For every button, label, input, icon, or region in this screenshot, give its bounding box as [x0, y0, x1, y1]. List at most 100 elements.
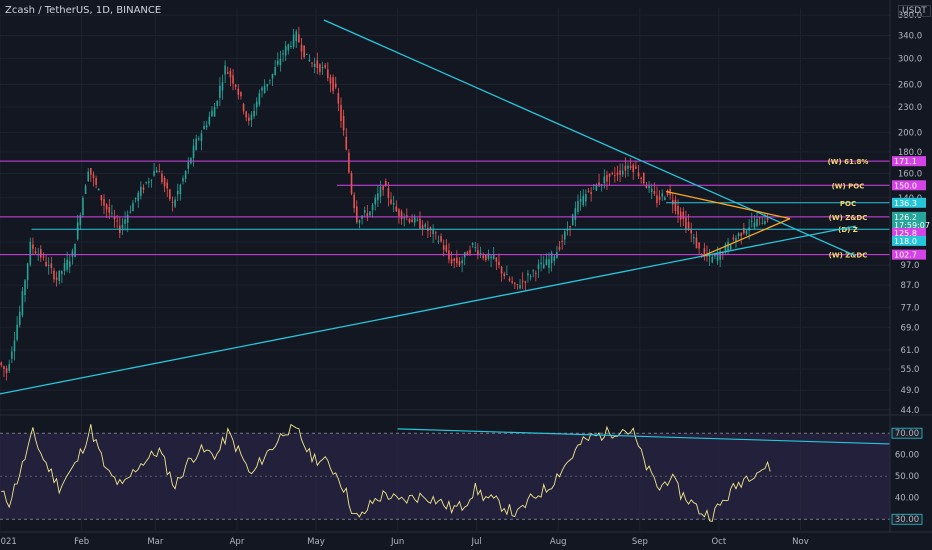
candle-body: [24, 280, 26, 296]
candle-body: [208, 116, 211, 125]
time-tick-label: Jun: [390, 537, 404, 547]
price-tick-label: 61.0: [901, 346, 920, 356]
level-label: POC: [840, 200, 856, 208]
candle-body: [26, 263, 29, 281]
candle-body: [337, 93, 340, 104]
candle-body: [619, 170, 621, 175]
candle-body: [682, 211, 685, 220]
candle-body: [374, 197, 377, 205]
candle-body: [248, 117, 250, 121]
candle-body: [685, 217, 687, 230]
candle-body: [82, 197, 84, 215]
candle-body: [216, 100, 219, 106]
level-label: (W) Z&DC: [829, 214, 868, 222]
candle-body: [250, 114, 253, 121]
candle-body: [490, 256, 492, 258]
candle-body: [161, 173, 163, 183]
candle-body: [740, 232, 743, 237]
candle-body: [648, 185, 650, 189]
candle-body: [632, 164, 635, 173]
candle-body: [313, 63, 316, 67]
candle-body: [640, 177, 642, 179]
candle-body: [656, 195, 658, 204]
candle-body: [535, 272, 537, 274]
price-badge: [892, 235, 926, 246]
candle-body: [606, 175, 608, 182]
price-tick-label: 200.0: [898, 129, 922, 139]
candle-body: [590, 192, 592, 194]
candle-body: [53, 270, 55, 280]
candle-body: [650, 188, 653, 192]
candle-body: [482, 255, 484, 259]
candle-body: [722, 253, 724, 255]
candle-body: [234, 84, 237, 87]
candle-body: [419, 218, 421, 229]
currency-selector[interactable]: USDT: [898, 5, 931, 17]
candle-body: [255, 101, 258, 108]
candle-body: [474, 246, 477, 248]
candle-body: [366, 213, 369, 217]
candle-body: [506, 274, 508, 276]
candle-body: [653, 191, 656, 194]
candle-body: [424, 224, 427, 227]
time-tick-label: Aug: [550, 537, 567, 547]
candle-body: [350, 173, 353, 194]
candle-body: [266, 83, 269, 87]
candle-body: [398, 209, 400, 217]
price-tick-label: 300.0: [898, 54, 922, 64]
rsi-trendline: [397, 428, 891, 445]
candle-body: [479, 252, 482, 254]
candle-body: [566, 229, 569, 231]
price-badge-label: 125.8: [894, 229, 917, 238]
candle-body: [687, 222, 690, 229]
candle-body: [79, 215, 82, 226]
candle-body: [205, 125, 208, 128]
rsi-tick-label: 50.00: [895, 472, 919, 482]
candle-body: [603, 176, 606, 184]
candle-body: [290, 46, 292, 48]
candle-body: [719, 251, 721, 260]
level-label: (W) POC: [832, 182, 865, 190]
candle-body: [121, 224, 124, 228]
time-tick-label: 2021: [0, 537, 17, 547]
candle-body: [377, 193, 379, 201]
candle-body: [616, 172, 619, 175]
candle-body: [413, 217, 416, 223]
candle-body: [324, 65, 326, 68]
candle-body: [411, 219, 413, 223]
candle-body: [761, 223, 764, 225]
candle-body: [487, 253, 490, 259]
candle-body: [274, 66, 276, 75]
candle-body: [166, 182, 168, 189]
candle-body: [176, 190, 179, 195]
candle-body: [677, 205, 679, 215]
candle-body: [40, 249, 42, 258]
candle-body: [200, 133, 203, 142]
candle-body: [68, 261, 71, 267]
candle-body: [76, 222, 79, 240]
candle-body: [621, 170, 624, 175]
candle-body: [190, 157, 192, 164]
candle-body: [158, 171, 161, 173]
candle-body: [737, 233, 740, 237]
candle-body: [574, 208, 577, 220]
candle-body: [406, 215, 408, 218]
candle-body: [358, 220, 361, 223]
candle-body: [437, 240, 440, 242]
candle-body: [253, 110, 255, 117]
candle-body: [184, 171, 187, 179]
candle-body: [379, 187, 382, 197]
candle-body: [192, 145, 195, 159]
candle-body: [334, 83, 337, 88]
candle-body: [13, 340, 16, 352]
candle-body: [0, 362, 3, 366]
candle-body: [537, 264, 540, 270]
candle-body: [345, 136, 348, 150]
candle-body: [163, 177, 166, 187]
candle-body: [611, 172, 613, 174]
candle-body: [724, 244, 727, 253]
price-tick-label: 55.0: [901, 365, 920, 375]
candle-body: [500, 266, 503, 274]
rsi-tick-label: 60.00: [895, 451, 919, 461]
